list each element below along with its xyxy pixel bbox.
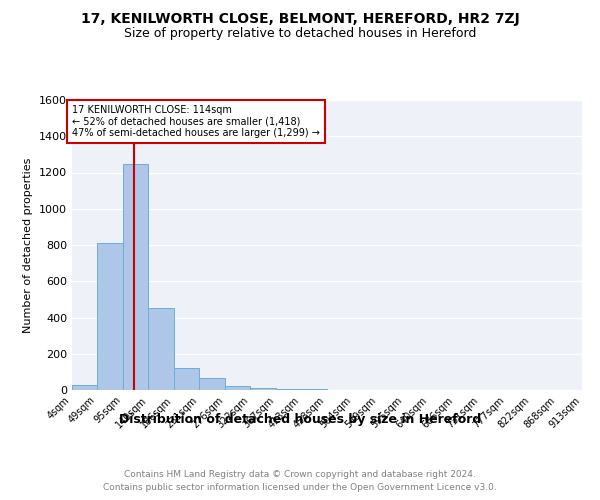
Y-axis label: Number of detached properties: Number of detached properties [23, 158, 34, 332]
Text: Contains HM Land Registry data © Crown copyright and database right 2024.: Contains HM Land Registry data © Crown c… [124, 470, 476, 479]
Bar [97, 243, 123, 390]
Text: 17 KENILWORTH CLOSE: 114sqm
← 52% of detached houses are smaller (1,418)
47% of : 17 KENILWORTH CLOSE: 114sqm ← 52% of det… [72, 104, 320, 138]
Bar [148, 308, 174, 390]
Bar [174, 368, 199, 390]
Text: Size of property relative to detached houses in Hereford: Size of property relative to detached ho… [124, 28, 476, 40]
Bar [224, 386, 250, 390]
Text: Contains public sector information licensed under the Open Government Licence v3: Contains public sector information licen… [103, 482, 497, 492]
Bar [199, 378, 224, 390]
Bar [250, 388, 275, 390]
Text: 17, KENILWORTH CLOSE, BELMONT, HEREFORD, HR2 7ZJ: 17, KENILWORTH CLOSE, BELMONT, HEREFORD,… [80, 12, 520, 26]
Bar [72, 384, 97, 390]
Bar [275, 389, 301, 390]
Text: Distribution of detached houses by size in Hereford: Distribution of detached houses by size … [119, 412, 481, 426]
Bar [123, 164, 148, 390]
